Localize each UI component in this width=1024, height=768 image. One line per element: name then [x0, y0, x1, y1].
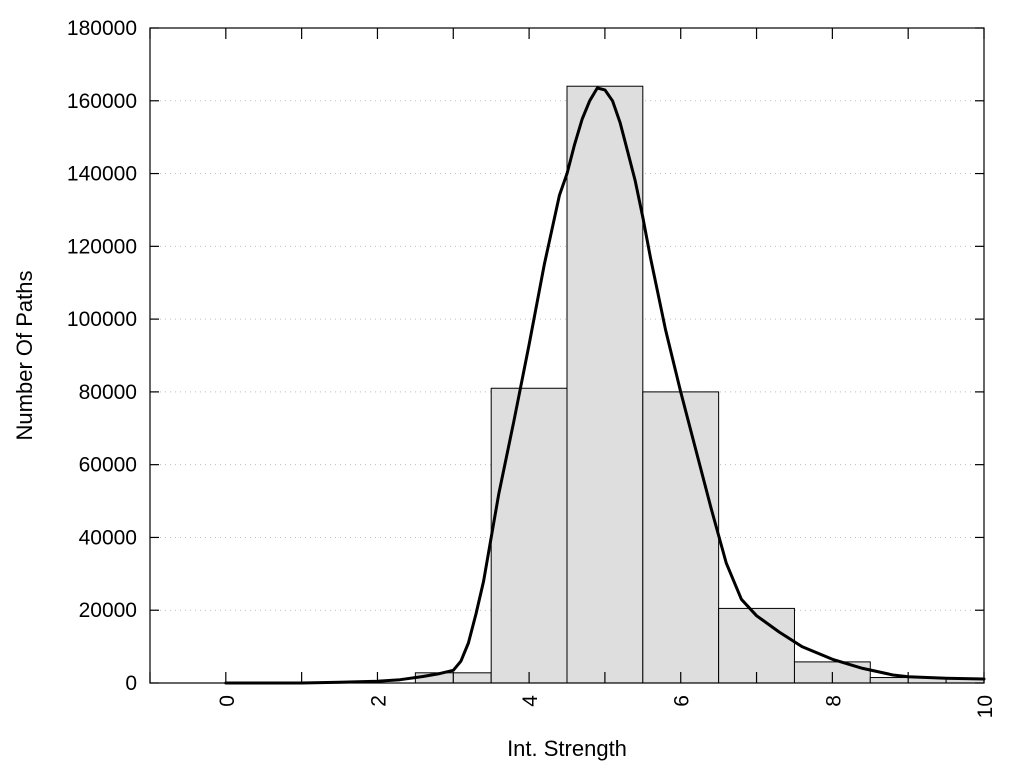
x-tick-label-4: 4	[519, 695, 542, 707]
fit-curve-layer	[224, 86, 986, 685]
y-axis-title: Number Of Paths	[12, 271, 37, 441]
y-tick-label-180000: 180000	[67, 17, 137, 40]
y-tick-label-140000: 140000	[67, 163, 137, 186]
histogram-bars	[414, 85, 985, 684]
y-tick-label-160000: 160000	[67, 90, 137, 113]
x-tick-label-8: 8	[822, 695, 845, 707]
x-tick-labels: 0 2 4 6 8 10	[216, 695, 997, 719]
bar-7	[718, 607, 795, 684]
y-tick-labels: 0 20000 40000 60000 80000 100000 120000 140000 1…	[67, 17, 137, 695]
x-tick-label-0: 0	[216, 695, 239, 707]
x-tick-label-2: 2	[367, 695, 390, 707]
bar-5	[566, 85, 644, 684]
fit-curve	[224, 86, 986, 685]
y-tick-label-80000: 80000	[79, 381, 137, 404]
axis-ticks	[149, 27, 985, 684]
x-axis-title: Int. Strength	[507, 736, 627, 761]
grid-lines	[150, 100, 984, 611]
bar-6	[642, 391, 720, 684]
y-tick-label-100000: 100000	[67, 308, 137, 331]
x-tick-label-10: 10	[974, 695, 997, 718]
y-tick-label-20000: 20000	[79, 599, 137, 622]
y-tick-label-60000: 60000	[79, 454, 137, 477]
bar-4	[490, 387, 568, 684]
x-tick-label-6: 6	[671, 695, 694, 707]
plot-frame	[149, 27, 985, 684]
y-tick-label-0: 0	[125, 672, 137, 695]
y-tick-label-120000: 120000	[67, 235, 137, 258]
y-tick-label-40000: 40000	[79, 526, 137, 549]
